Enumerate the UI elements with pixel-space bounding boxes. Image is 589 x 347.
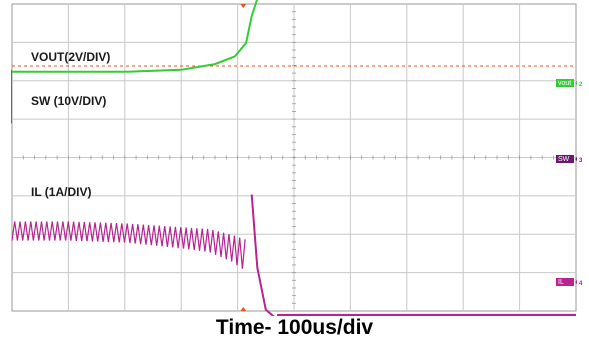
channel-pointer-icon [575, 81, 577, 85]
trigger-marker-icon [240, 4, 247, 8]
channel-end-tag-label: SW [558, 156, 570, 163]
time-scale-caption: Time- 100us/div [215, 316, 374, 339]
channel-end-tag [556, 155, 574, 163]
channel-end-tag-label: vout [558, 80, 571, 87]
channel-number-label: 4 [579, 281, 583, 287]
channel-number-label: 2 [579, 82, 583, 88]
il-band-after [277, 313, 576, 316]
channel-end-tag-label: IL [558, 279, 564, 286]
il-trace-after [250, 194, 275, 316]
il-channel-label: IL (1A/DIV) [31, 185, 91, 199]
vout-channel-label: VOUT(2V/DIV) [31, 50, 110, 64]
channel-end-tag [556, 278, 574, 286]
sw-channel-label: SW (10V/DIV) [31, 94, 106, 108]
trigger-marker-icon [240, 307, 247, 311]
channel-end-tag [556, 79, 574, 87]
channel-pointer-icon [575, 157, 577, 161]
channel-number-label: 3 [579, 158, 583, 164]
oscilloscope-plot: vout 2 SW 3 IL 4 VOUT(2V/DIV) SW (10V/DIV) IL… [11, 0, 583, 316]
vout-trace [12, 0, 258, 73]
il-ripple-trace [11, 221, 246, 269]
channel-pointer-icon [575, 280, 577, 284]
